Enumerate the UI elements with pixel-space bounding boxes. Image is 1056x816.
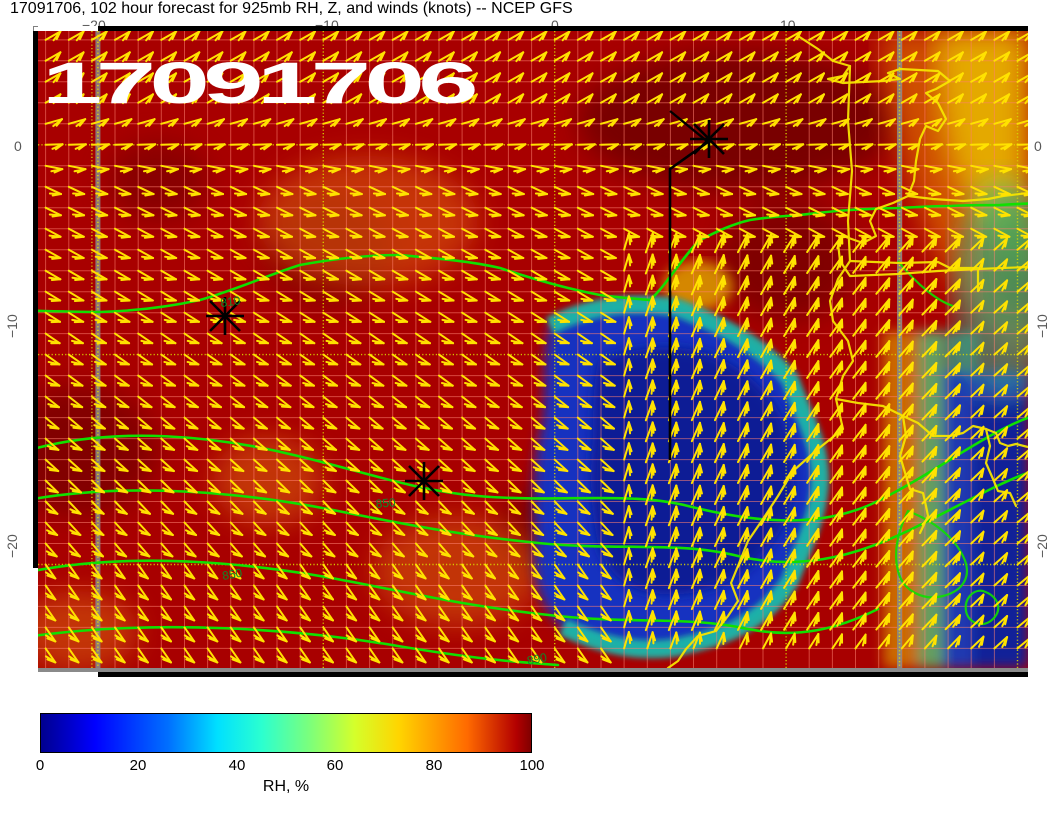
svg-text:850: 850: [221, 566, 243, 583]
svg-text:17091706: 17091706: [42, 51, 476, 116]
svg-text:810: 810: [219, 293, 241, 310]
svg-text:850: 850: [375, 495, 396, 511]
